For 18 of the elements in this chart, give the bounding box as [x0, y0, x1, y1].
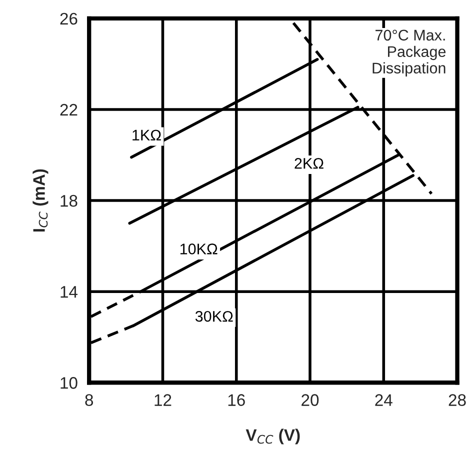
x-tick-label: 8	[85, 394, 94, 406]
series-label: 2KΩ	[294, 158, 324, 169]
x-tick-label: 28	[448, 394, 466, 406]
y-tick-label: 10	[60, 377, 78, 389]
y-axis-title: I$_{CC}$ (mA)	[32, 169, 48, 232]
x-tick-label: 16	[228, 394, 245, 406]
y-tick-label: 22	[60, 104, 78, 116]
x-tick-label: 20	[302, 394, 319, 406]
y-tick-label: 26	[60, 12, 78, 25]
series-label: 30KΩ	[195, 310, 233, 322]
y-tick-label: 18	[60, 194, 78, 207]
x-tick-label: 24	[375, 394, 392, 406]
x-tick-label: 12	[154, 394, 172, 406]
series-label: 10KΩ	[180, 244, 218, 254]
series-label: 1KΩ	[132, 130, 161, 140]
y-tick-label: 14	[60, 286, 78, 298]
x-axis-title: V$_{CC}$ (V)	[246, 428, 300, 444]
annotation: 70°C Max. Package Dissipation	[372, 30, 446, 77]
